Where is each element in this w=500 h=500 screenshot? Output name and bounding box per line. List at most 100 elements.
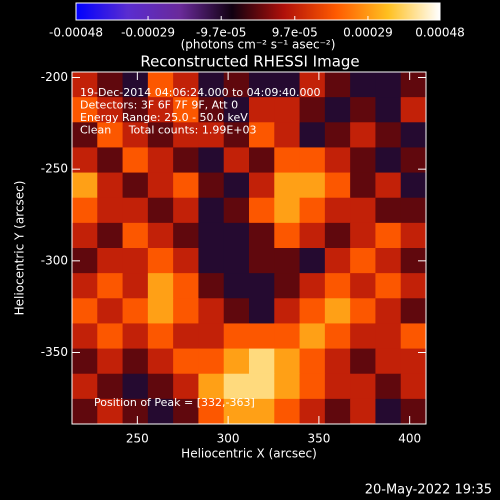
image-cell [249,348,275,375]
image-cell [324,248,351,274]
timestamp: 20-May-2022 19:35 [365,483,492,498]
image-cell [324,147,351,174]
image-cell [147,172,174,199]
image-cell [274,398,301,425]
image [72,72,427,425]
image-cell [223,172,250,199]
image-cell [147,248,174,274]
image-cell [223,348,250,375]
image-cell [299,122,326,148]
image-cell [350,273,376,299]
image-cell [223,248,250,274]
image-cell [274,197,301,224]
image-cell [375,222,402,249]
image-cell [72,298,98,324]
image-cell [97,197,124,224]
colorbar-label: (photons cm⁻² s⁻¹ asec⁻²) [181,38,336,52]
image-cell [147,122,174,148]
image-cell [147,147,174,174]
image-cell [72,398,98,425]
image-cell [173,273,199,299]
image-cell [324,348,351,375]
image-cell [400,273,427,299]
x-tick-label: 400 [398,432,421,446]
image-cell [198,72,225,98]
image-cell [274,222,301,249]
image-cell [299,222,326,249]
image-cell [350,147,376,174]
image-cell [350,72,376,98]
image-cell [147,273,174,299]
image-cell [400,323,427,350]
image-cell [97,348,124,375]
image-cell [223,222,250,249]
image-cell [122,172,149,199]
image-cell [147,298,174,324]
image-cell [147,72,174,98]
image-cell [400,72,427,98]
image-cell [400,222,427,249]
image-cell [350,122,376,148]
image-cell [97,222,124,249]
image-cell [249,273,275,299]
image-cell [249,97,275,123]
x-axis-label: Heliocentric X (arcsec) [181,447,317,461]
image-cell [72,172,98,199]
image-cell [97,323,124,350]
image-cell [122,222,149,249]
image-cell [274,298,301,324]
image-cell [375,348,402,375]
image-cell [299,172,326,199]
image-cell [375,72,402,98]
y-tick-label: -350 [41,345,68,359]
image-cell [249,222,275,249]
image-cell [299,197,326,224]
image-cell [147,373,174,400]
image-cell [324,222,351,249]
image-cell [249,72,275,98]
image-cell [72,323,98,350]
image-cell [324,197,351,224]
image-cell [274,172,301,199]
image-cell [375,298,402,324]
image-cell [249,197,275,224]
image-cell [324,323,351,350]
annotation: Clean Total counts: 1.99E+03 [80,124,257,137]
image-cell [249,323,275,350]
image-cell [324,97,351,123]
image-cell [350,172,376,199]
image-cell [122,147,149,174]
image-cell [274,273,301,299]
image-cell [299,97,326,123]
image-cell [97,273,124,299]
image-cell [147,323,174,350]
image-cell [375,273,402,299]
image-cell [173,398,199,425]
image-cell [173,97,199,123]
image-cell [97,398,124,425]
image-cell [249,172,275,199]
image-cell [299,147,326,174]
image-cell [122,197,149,224]
image-cell [173,323,199,350]
image-cell [122,248,149,274]
image-cell [400,373,427,400]
colorbar-tick-label: 0.00048 [415,26,465,40]
image-cell [223,373,250,400]
annotation: Energy Range: 25.0 - 50.0 keV [80,111,248,124]
image-cell [299,273,326,299]
image-cell [400,122,427,148]
image-cell [122,97,149,123]
image-cell [299,373,326,400]
image-cell [122,273,149,299]
image-cell [72,122,98,148]
image-cell [72,97,98,123]
image-cell [97,122,124,148]
image-cell [375,373,402,400]
image-cell [198,122,225,148]
y-tick-label: -300 [41,253,68,267]
peak-label: Position of Peak = [332,-363] [94,396,255,409]
chart-title: Reconstructed RHESSI Image [140,53,359,71]
colorbar-tick-label: 9.7e-05 [272,26,318,40]
